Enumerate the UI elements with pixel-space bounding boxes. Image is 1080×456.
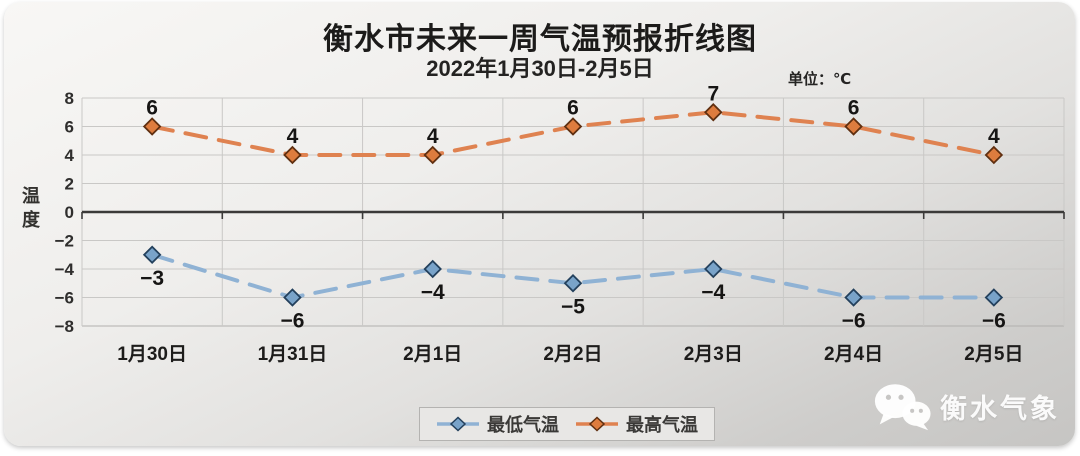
max-temp-marker [283,145,302,165]
x-tick-label: 1月30日 [117,344,187,365]
watermark-text: 衡水气象 [940,393,1060,424]
chart-subtitle: 2022年1月30日-2月5日 [426,56,654,81]
max-temp-data-label: 4 [988,125,1000,148]
max-temp-marker [704,102,723,122]
min-temp-legend-swatch [437,416,479,432]
series-min-temp: −3 −6 −4 −5 −4 −6 −6 [140,245,1006,333]
x-tick-label: 1月31日 [258,344,328,365]
wechat-icon [874,384,931,431]
min-temp-marker [984,288,1004,307]
x-tick-label: 2月3日 [684,344,743,365]
y-tick-label: −6 [55,289,74,308]
y-axis-labels: −8 −6 −4 −2 0 2 4 6 8 [55,89,75,336]
legend-label-max-temp: 最高气温 [626,415,698,435]
y-tick-label: 4 [65,146,75,165]
legend: 最低气温 最高气温 [419,407,715,441]
max-temp-marker [423,145,442,165]
x-tick-label: 2月4日 [824,344,883,365]
min-temp-marker [423,259,442,279]
legend-item-max-temp: 最高气温 [575,411,698,437]
y-tick-label: −2 [55,232,74,251]
min-temp-data-label: −5 [561,295,585,318]
legend-label-min-temp: 最低气温 [487,415,559,435]
max-temp-data-label: 4 [287,125,299,148]
min-temp-data-label: −6 [280,310,304,333]
x-axis-labels: 1月30日 1月31日 2月1日 2月2日 2月3日 2月4日 2月5日 [117,344,1023,365]
min-temp-marker [142,245,162,265]
min-temp-data-label: −3 [140,267,164,290]
max-temp-legend-swatch [576,416,618,432]
max-temp-data-label: 4 [427,125,439,148]
legend-item-min-temp: 最低气温 [436,411,559,437]
min-temp-data-label: −6 [842,310,866,333]
max-temp-data-label: 6 [146,97,158,120]
y-axis-title: 温度 [22,186,40,231]
max-temp-marker [984,145,1004,165]
zero-axis [81,210,1065,219]
min-temp-marker [844,288,863,307]
min-temp-data-label: −6 [982,310,1006,333]
max-temp-data-label: 6 [567,97,579,120]
min-temp-marker [563,273,583,293]
y-tick-label: 8 [65,89,74,108]
series-max-temp: 6 4 4 6 7 6 4 [142,82,1004,165]
y-tick-label: 0 [65,203,74,222]
min-temp-data-label: −4 [701,281,725,304]
min-temp-marker [283,288,302,307]
min-temp-data-label: −4 [421,281,445,304]
chart-title: 衡水市未来一周气温预报折线图 [323,23,757,56]
x-tick-label: 2月1日 [403,344,462,365]
y-tick-label: 6 [65,118,74,137]
max-temp-marker [844,117,863,136]
watermark: 衡水气象 [872,381,1060,431]
chart-card [4,2,1075,446]
x-tick-label: 2月5日 [964,344,1023,365]
y-tick-label: −4 [55,260,75,279]
y-tick-label: −8 [55,317,74,336]
max-temp-data-label: 6 [848,97,860,120]
max-temp-marker [142,117,162,136]
unit-label: 单位：℃ [788,71,852,88]
x-tick-label: 2月2日 [543,344,602,365]
y-tick-label: 2 [65,175,74,194]
min-temp-marker [704,259,723,279]
max-temp-data-label: 7 [707,82,719,105]
max-temp-marker [563,117,583,136]
